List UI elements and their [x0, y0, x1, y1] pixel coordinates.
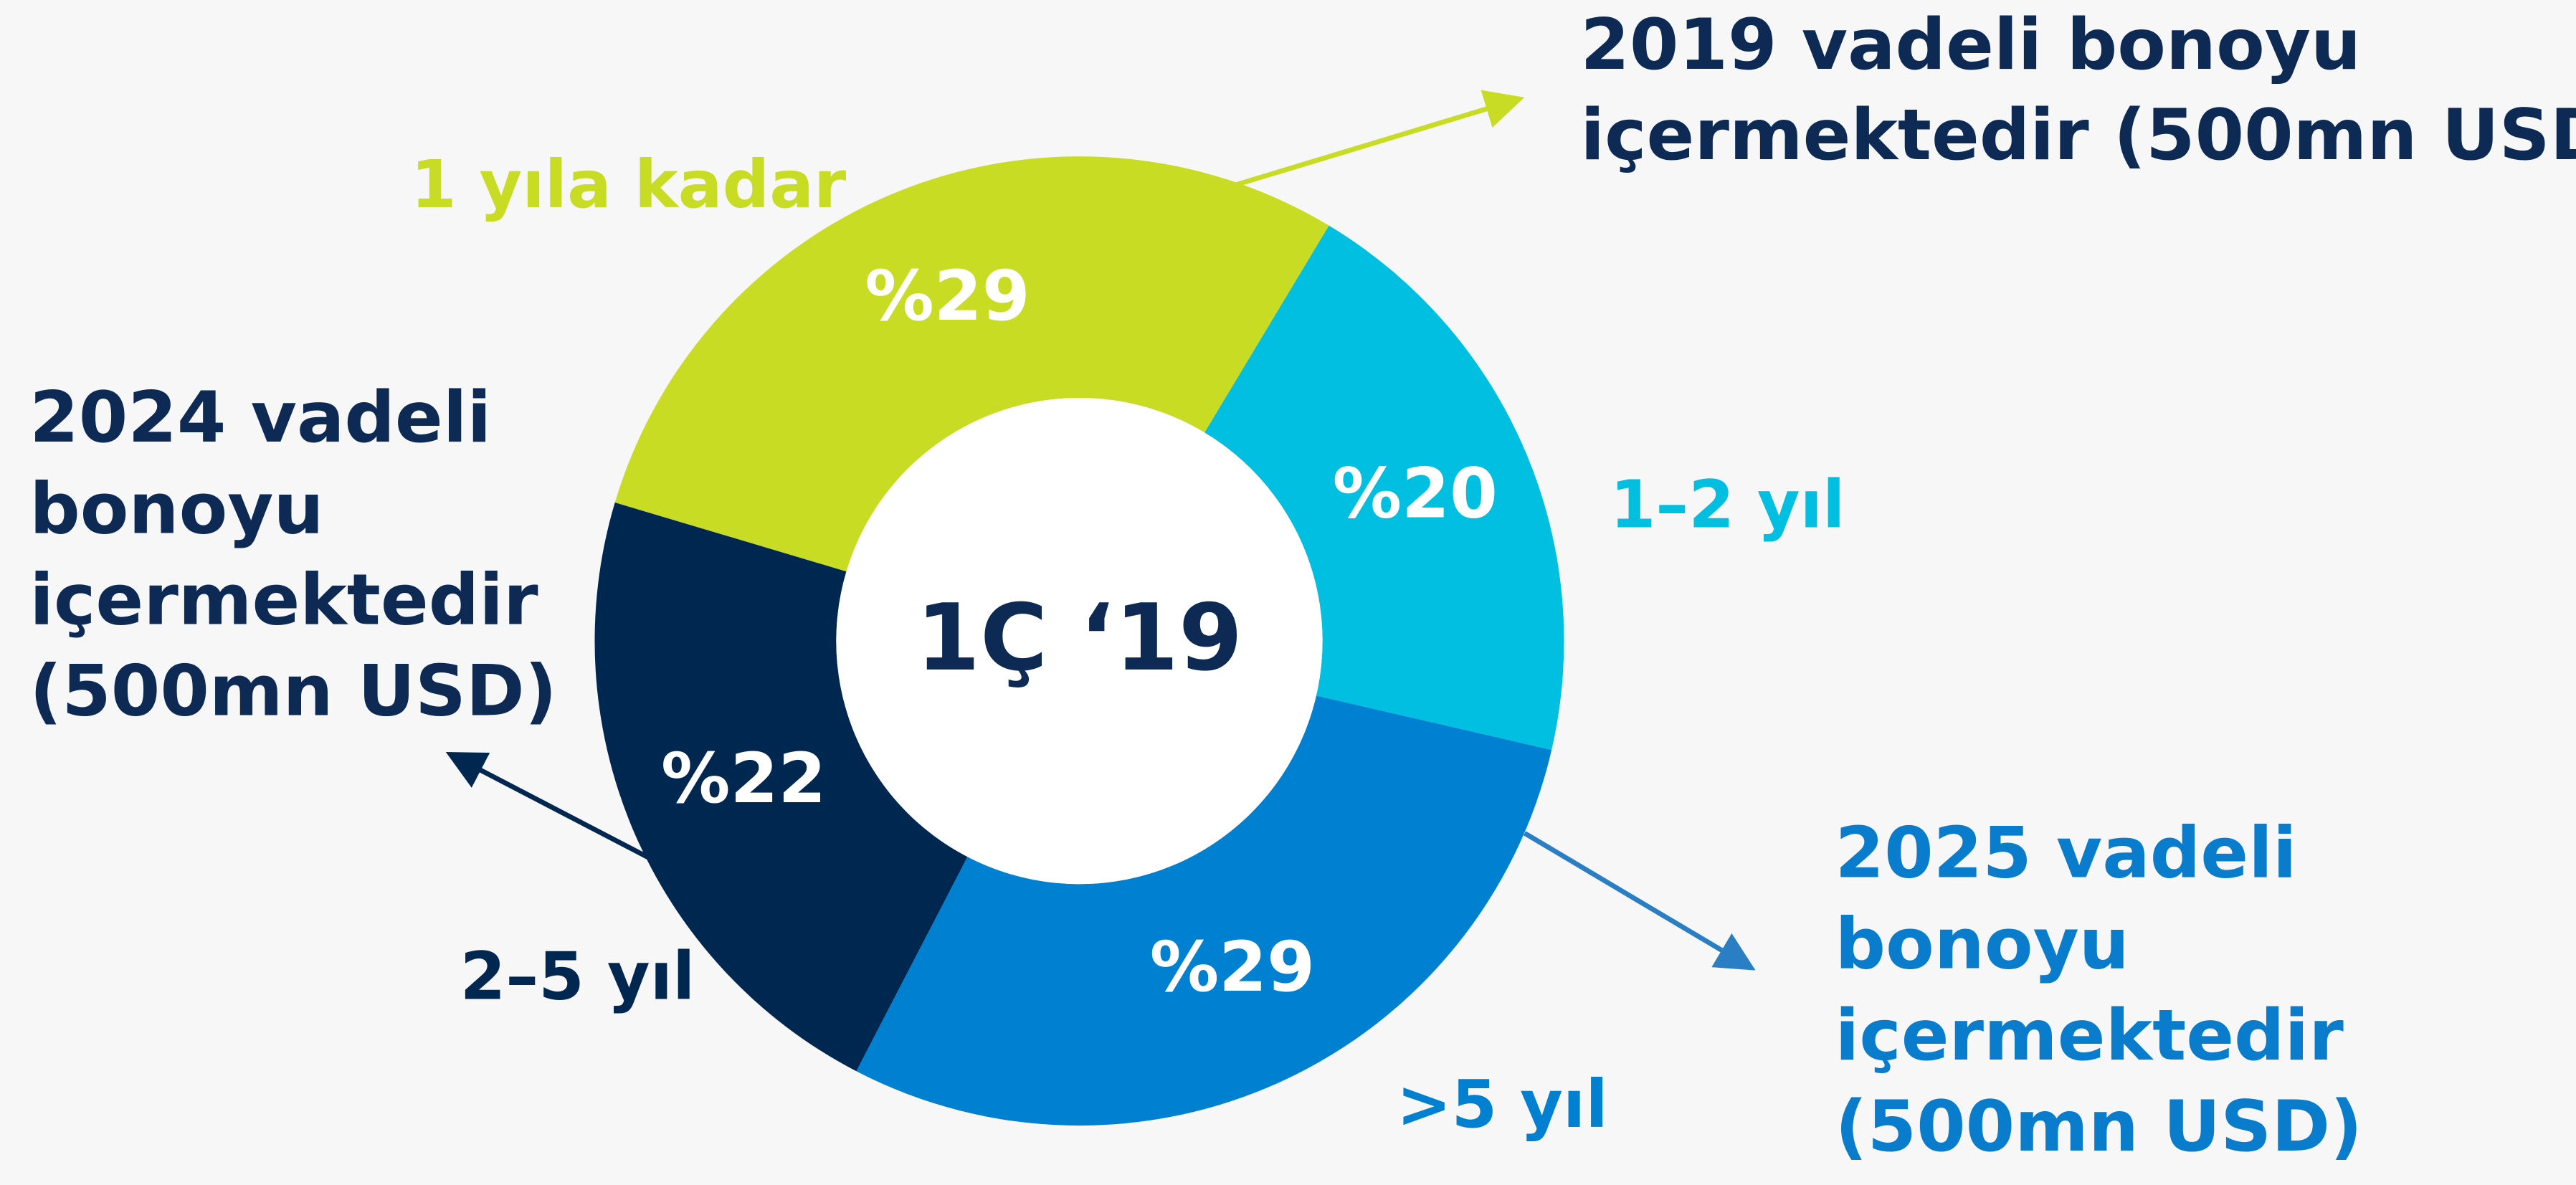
- category-label: >5 yıl: [1397, 1066, 1608, 1143]
- annotation: içermektedir: [29, 560, 538, 642]
- annotation: bonoyu: [29, 468, 323, 550]
- annotation: içermektedir: [1835, 995, 2344, 1077]
- category-label: 2–5 yıl: [460, 938, 695, 1014]
- donut-segment: [594, 502, 968, 1072]
- donut-segment: [856, 695, 1552, 1126]
- annotation: (500mn USD): [1835, 1086, 2363, 1168]
- annotation: 2024 vadeli: [29, 377, 491, 459]
- donut-hole: [836, 397, 1323, 885]
- category-label: 1–2 yıl: [1610, 467, 1845, 543]
- annotation: (500mn USD): [29, 651, 557, 733]
- arrow: [1523, 831, 1756, 971]
- annotation: bonoyu: [1835, 904, 2129, 986]
- annotation: 2025 vadeli: [1835, 812, 2297, 894]
- arrow: [1231, 90, 1525, 189]
- value-label: %22: [661, 738, 826, 819]
- value-label: %29: [1150, 927, 1315, 1007]
- annotation: 2019 vadeli bonoyu: [1580, 4, 2361, 86]
- value-label: %29: [865, 256, 1030, 336]
- donut-segment: [614, 156, 1329, 572]
- value-label: %20: [1333, 454, 1498, 534]
- category-label: 1 yıla kadar: [411, 146, 846, 223]
- center-label: 1Ç ‘19: [916, 585, 1242, 692]
- donut-segment: [1204, 225, 1564, 751]
- annotation: içermektedir (500mn USD): [1580, 95, 2576, 176]
